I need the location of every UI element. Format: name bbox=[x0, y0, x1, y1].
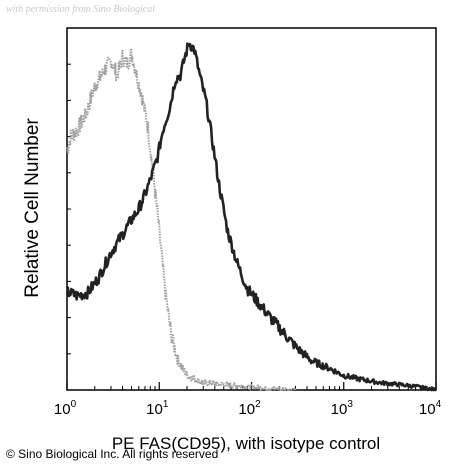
x-tick-label: 100 bbox=[54, 399, 77, 418]
y-axis-ticks bbox=[67, 27, 71, 391]
x-tick-label: 101 bbox=[146, 399, 169, 418]
x-tick-label: 102 bbox=[238, 399, 261, 418]
x-axis-label: PE FAS(CD95), with isotype control bbox=[111, 434, 381, 453]
series-layer bbox=[65, 42, 437, 392]
plot-frame bbox=[66, 27, 437, 391]
x-tick-label: 103 bbox=[331, 399, 354, 418]
watermark-text: with permission from Sino Biological bbox=[6, 4, 156, 15]
x-tick-label: 104 bbox=[419, 399, 442, 418]
isotype-control-series bbox=[66, 47, 297, 391]
x-axis-ticks: 100 101 102 103 104 bbox=[54, 382, 442, 418]
copyright-text: © Sino Biological Inc. All rights reserv… bbox=[6, 447, 219, 461]
pe-fas-cd95-series bbox=[65, 42, 437, 392]
y-axis-label: Relative Cell Number bbox=[22, 118, 43, 298]
